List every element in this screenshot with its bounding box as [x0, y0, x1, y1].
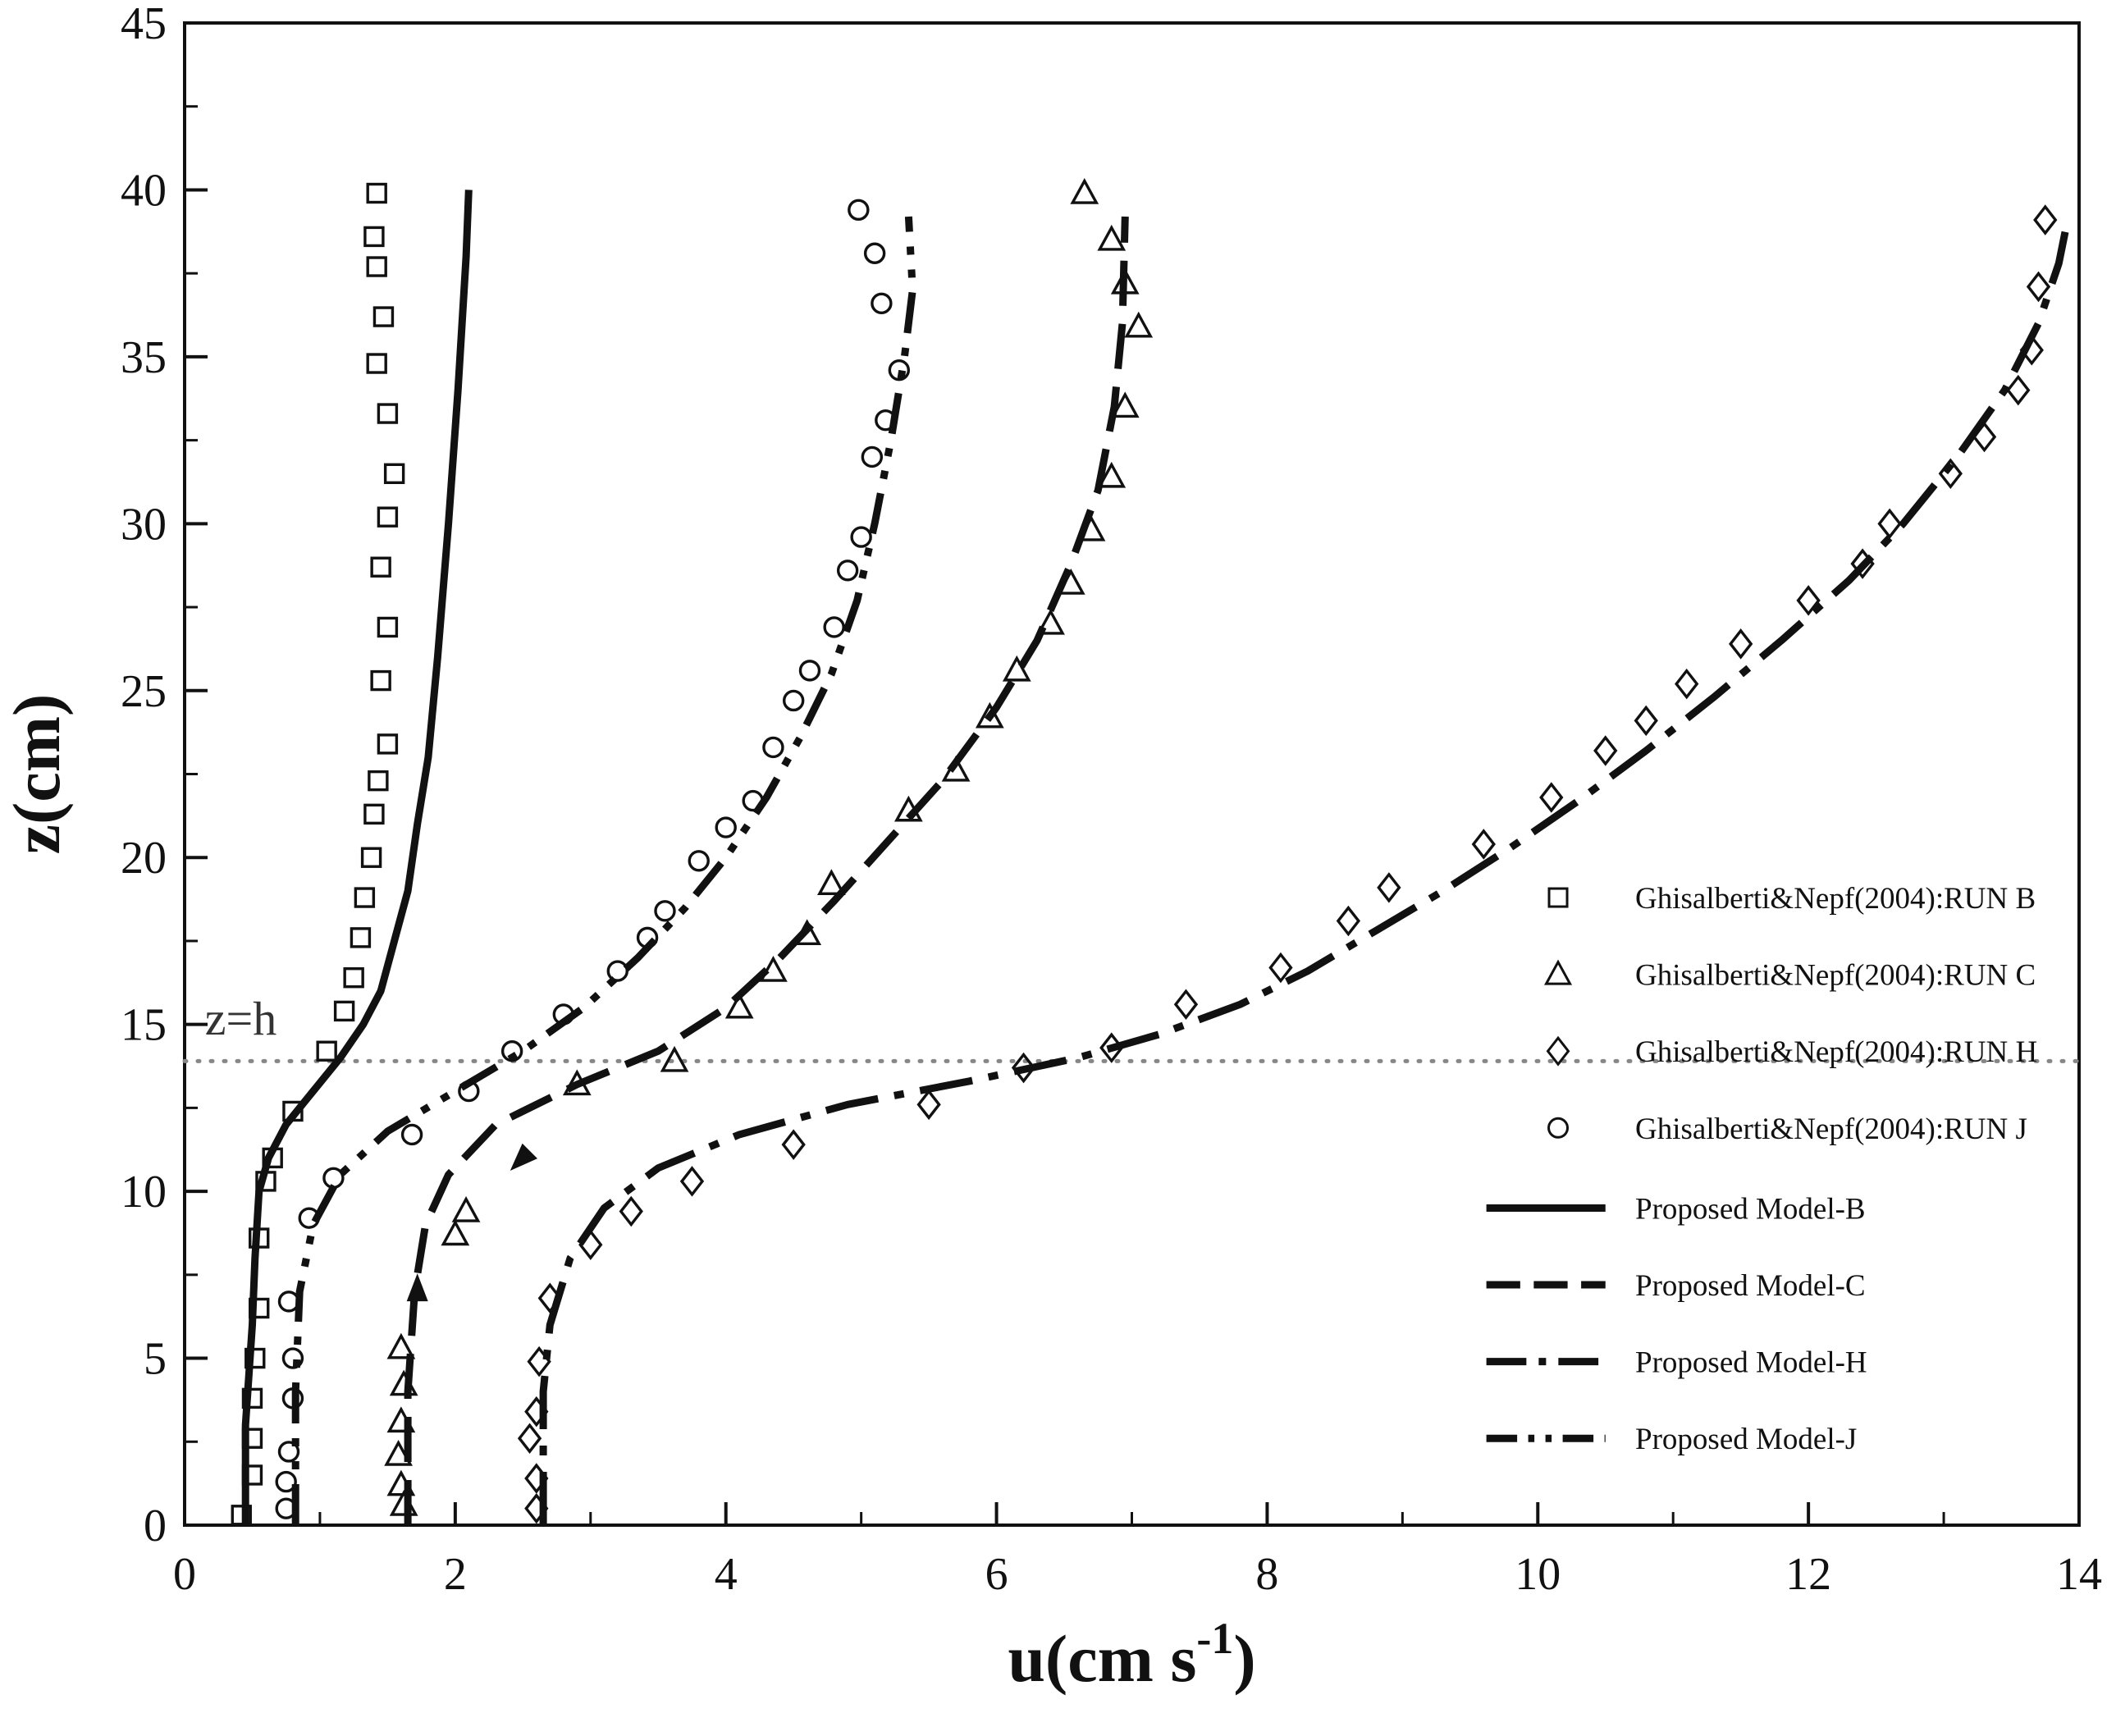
y-tick-label: 25: [121, 666, 167, 717]
zh-reference-line: z=h: [182, 992, 2082, 1063]
legend-label: Ghisalberti&Nepf(2004):RUN H: [1635, 1035, 2037, 1069]
y-axis-title: z(cm): [0, 694, 74, 855]
y-tick-label: 35: [121, 332, 167, 383]
legend-label: Proposed Model-H: [1635, 1346, 1867, 1380]
legend-label: Proposed Model-J: [1635, 1423, 1857, 1456]
x-tick-label: 10: [1515, 1549, 1561, 1600]
y-tick-label: 10: [121, 1167, 167, 1217]
y-tick-label: 5: [144, 1334, 167, 1385]
y-tick-label: 20: [121, 833, 167, 884]
y-tick-label: 30: [121, 499, 167, 550]
scatter-series-2: [517, 204, 2058, 1524]
x-tick-label: 0: [173, 1549, 196, 1600]
x-tick-label: 8: [1255, 1549, 1278, 1600]
scatter-series-3: [275, 199, 911, 1519]
model-line-3: [291, 216, 916, 1525]
flow-arrow: [406, 1273, 428, 1302]
y-axis-ticks: 0 5 10 15 20 25 30 35 40 45: [121, 0, 208, 1551]
y-tick-label: 40: [121, 165, 167, 216]
x-tick-label: 12: [1785, 1549, 1831, 1600]
legend: Ghisalberti&Nepf(2004):RUN B Ghisalberti&…: [1486, 882, 2037, 1456]
flow-arrow: [510, 1143, 537, 1171]
scatter-series-1: [384, 177, 1154, 1516]
model-line-2: [539, 229, 2069, 1525]
x-tick-label: 14: [2056, 1549, 2102, 1600]
y-tick-label: 45: [121, 0, 167, 49]
x-axis-title: u(cm s-1): [1008, 1614, 1255, 1696]
x-tick-label: 2: [444, 1549, 467, 1600]
legend-label: Proposed Model-B: [1635, 1192, 1866, 1226]
y-tick-label: 15: [121, 1000, 167, 1051]
legend-label: Ghisalberti&Nepf(2004):RUN J: [1635, 1112, 2027, 1146]
legend-label: Ghisalberti&Nepf(2004):RUN C: [1635, 959, 2036, 993]
model-line-1: [404, 216, 1129, 1525]
legend-label: Ghisalberti&Nepf(2004):RUN B: [1635, 882, 2036, 916]
x-tick-label: 6: [985, 1549, 1008, 1600]
scatter-series-0: [231, 182, 405, 1526]
x-tick-label: 4: [715, 1549, 738, 1600]
y-tick-label: 0: [144, 1501, 167, 1551]
x-axis-ticks: 0 2 4 6 8 10 12 14: [173, 1502, 2102, 1600]
legend-label: Proposed Model-C: [1635, 1269, 1866, 1303]
zh-label: z=h: [205, 992, 276, 1045]
